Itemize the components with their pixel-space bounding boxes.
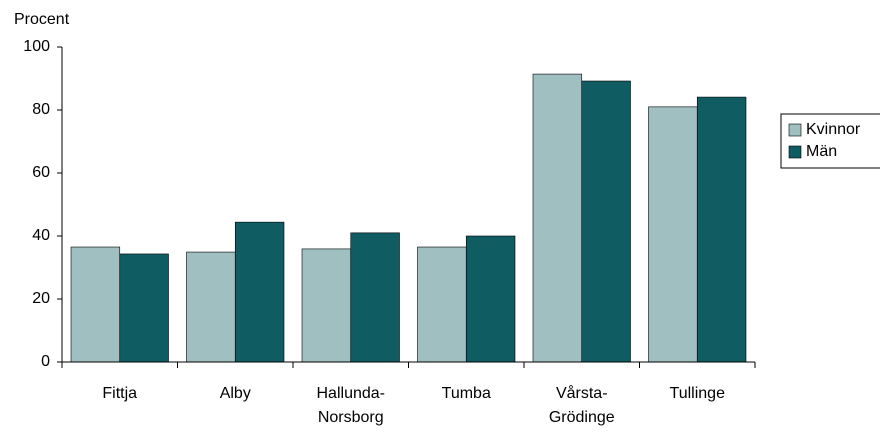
bar [465, 235, 516, 363]
y-tick-label: 60 [32, 164, 50, 181]
y-tick-label: 80 [32, 101, 50, 118]
bar [696, 96, 747, 363]
x-tick-label: Alby [219, 385, 251, 402]
y-tick-label: 100 [23, 38, 50, 55]
legend-swatch [788, 145, 802, 159]
y-tick-label: 0 [41, 353, 50, 370]
y-tick-label: 40 [32, 227, 50, 244]
bar [532, 73, 583, 363]
bar [301, 248, 352, 363]
x-tick-label: Tullinge [669, 385, 725, 402]
bar [234, 221, 285, 363]
bar [417, 246, 467, 363]
bar [70, 246, 121, 363]
legend-box [780, 113, 880, 169]
bar [119, 253, 169, 363]
x-tick-label: Vårsta- Grödinge [548, 385, 615, 426]
x-tick-label: Fittja [102, 385, 138, 402]
legend-label: Män [806, 143, 837, 160]
x-tick-label: Hallunda- Norsborg [316, 385, 385, 426]
legend-label: Kvinnor [806, 121, 861, 138]
y-axis-label: Procent [14, 11, 70, 28]
legend-swatch [788, 123, 802, 137]
bar [581, 80, 631, 363]
bar [186, 251, 236, 363]
x-tick-label: Tumba [441, 385, 491, 402]
bar [648, 106, 698, 363]
bar [350, 232, 400, 363]
y-tick-label: 20 [32, 290, 50, 307]
